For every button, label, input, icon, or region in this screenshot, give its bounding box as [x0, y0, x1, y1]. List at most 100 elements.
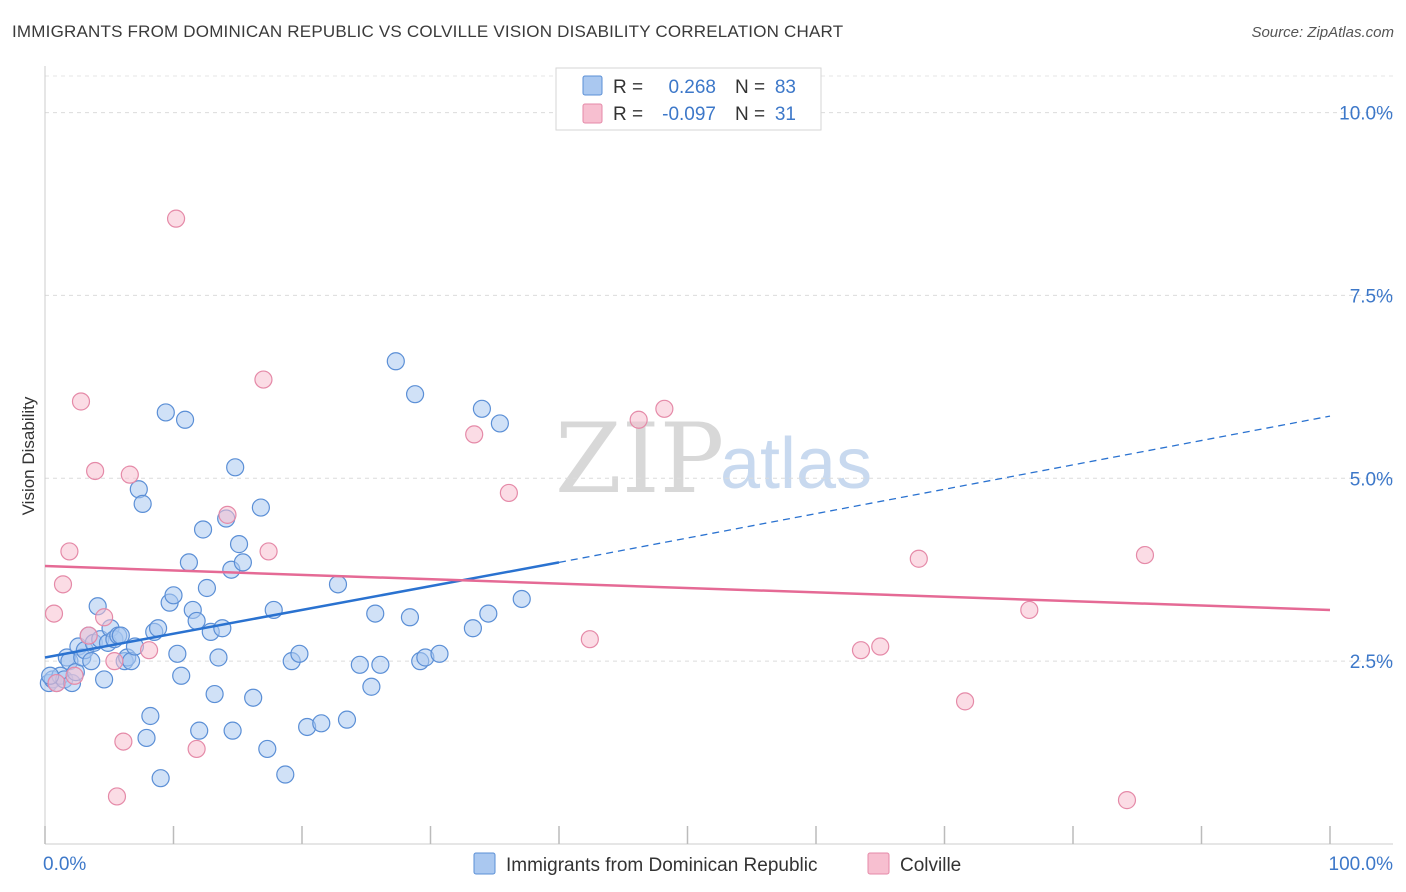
colville-point	[53, 575, 73, 594]
immigrants-point	[141, 706, 160, 726]
y-tick-labels: 2.5% 5.0% 7.5% 10.0%	[1339, 104, 1393, 674]
y-axis-title: Vision Disability	[19, 396, 38, 515]
legend-n-label: N =	[735, 77, 765, 98]
immigrants-point	[82, 652, 101, 671]
colville-point	[44, 604, 64, 623]
colville-point	[1020, 600, 1039, 620]
watermark: ZIP atlas	[555, 403, 872, 515]
y-tick-label: 5.0%	[1350, 469, 1393, 490]
legend-r-label: R =	[613, 77, 643, 98]
colville-point	[955, 692, 975, 711]
colville-point	[95, 608, 114, 627]
immigrants-point	[179, 553, 199, 572]
x-tick-label-max: 100.0%	[1329, 854, 1394, 875]
immigrants-point	[156, 403, 175, 422]
bottom-legend-label: Colville	[900, 855, 961, 876]
y-tick-label: 2.5%	[1350, 652, 1393, 673]
stats-legend: R = 0.268 N = 83 R = -0.097 N = 31	[555, 67, 822, 131]
colville-point	[65, 666, 84, 685]
immigrants-point	[312, 714, 331, 733]
immigrants-point	[164, 586, 183, 605]
immigrants-point	[244, 688, 263, 707]
x-tick-label-min: 0.0%	[43, 854, 86, 875]
y-tick-label: 10.0%	[1339, 104, 1393, 125]
colville-point	[114, 732, 133, 751]
immigrants-point	[512, 589, 531, 609]
colville-point	[1135, 545, 1155, 565]
immigrants-point	[223, 721, 242, 740]
colville-point	[60, 542, 79, 561]
immigrants-point	[190, 721, 209, 740]
immigrants-point	[328, 575, 348, 594]
immigrants-trend-line	[44, 561, 560, 659]
legend-swatch-pink	[582, 103, 603, 124]
colville-point	[851, 641, 871, 660]
colville-point	[79, 626, 98, 645]
colville-point	[259, 542, 278, 561]
colville-point	[499, 483, 518, 503]
immigrants-point	[229, 535, 249, 554]
colville-point	[71, 392, 91, 411]
colville-point	[166, 209, 186, 228]
immigrants-point	[197, 578, 217, 598]
colville-point	[107, 787, 127, 806]
immigrants-point	[213, 619, 232, 638]
y-tick-label: 7.5%	[1350, 286, 1393, 307]
series-colville-points	[44, 209, 1155, 810]
immigrants-point	[337, 710, 357, 729]
immigrants-point	[366, 604, 385, 623]
immigrants-point	[209, 648, 228, 667]
colville-point	[187, 739, 206, 759]
immigrants-point	[463, 619, 483, 638]
colville-trend-line	[44, 564, 1331, 612]
immigrants-point	[430, 644, 449, 663]
immigrants-point	[371, 655, 390, 674]
immigrants-point	[148, 619, 168, 638]
colville-point	[86, 461, 105, 481]
immigrants-point	[386, 352, 405, 371]
immigrants-point	[193, 520, 213, 539]
immigrants-point	[151, 769, 170, 788]
colville-point	[254, 370, 273, 389]
legend-r-value: 0.268	[668, 77, 716, 98]
legend-n-label: N =	[735, 104, 765, 125]
immigrants-point	[226, 458, 245, 477]
colville-point	[105, 652, 124, 671]
immigrants-point	[95, 670, 114, 689]
bottom-legend-label: Immigrants from Dominican Republic	[506, 855, 818, 876]
colville-point	[47, 673, 66, 693]
colville-point	[909, 549, 928, 568]
colville-point	[120, 465, 139, 484]
immigrants-point	[233, 553, 252, 572]
immigrants-point	[479, 604, 498, 623]
immigrants-point	[276, 765, 295, 784]
series-legend: Immigrants from Dominican Republic Colvi…	[473, 852, 961, 876]
immigrants-point	[290, 644, 309, 663]
trend-lines	[44, 415, 1331, 659]
immigrants-point	[490, 414, 509, 433]
colville-point	[218, 505, 237, 524]
watermark-atlas: atlas	[720, 424, 872, 504]
chart-title: IMMIGRANTS FROM DOMINICAN REPUBLIC VS CO…	[12, 22, 844, 41]
colville-point	[655, 399, 674, 418]
legend-swatch-blue	[582, 75, 603, 96]
immigrants-point	[350, 655, 369, 674]
colville-point	[871, 637, 890, 656]
bottom-legend-swatch-pink	[867, 852, 890, 875]
immigrants-point	[175, 410, 195, 429]
immigrants-point	[205, 684, 224, 704]
immigrants-point	[400, 608, 420, 627]
immigrants-point	[258, 739, 277, 759]
immigrants-point	[133, 494, 152, 513]
immigrants-point	[251, 498, 270, 517]
immigrants-point	[168, 644, 187, 663]
immigrants-point	[472, 399, 491, 418]
immigrants-point	[172, 666, 191, 685]
colville-point	[465, 425, 484, 444]
legend-r-label: R =	[613, 104, 643, 125]
legend-r-value: -0.097	[662, 104, 716, 125]
colville-point	[629, 410, 648, 429]
immigrants-point	[362, 677, 381, 696]
series-immigrants-points	[39, 352, 531, 788]
